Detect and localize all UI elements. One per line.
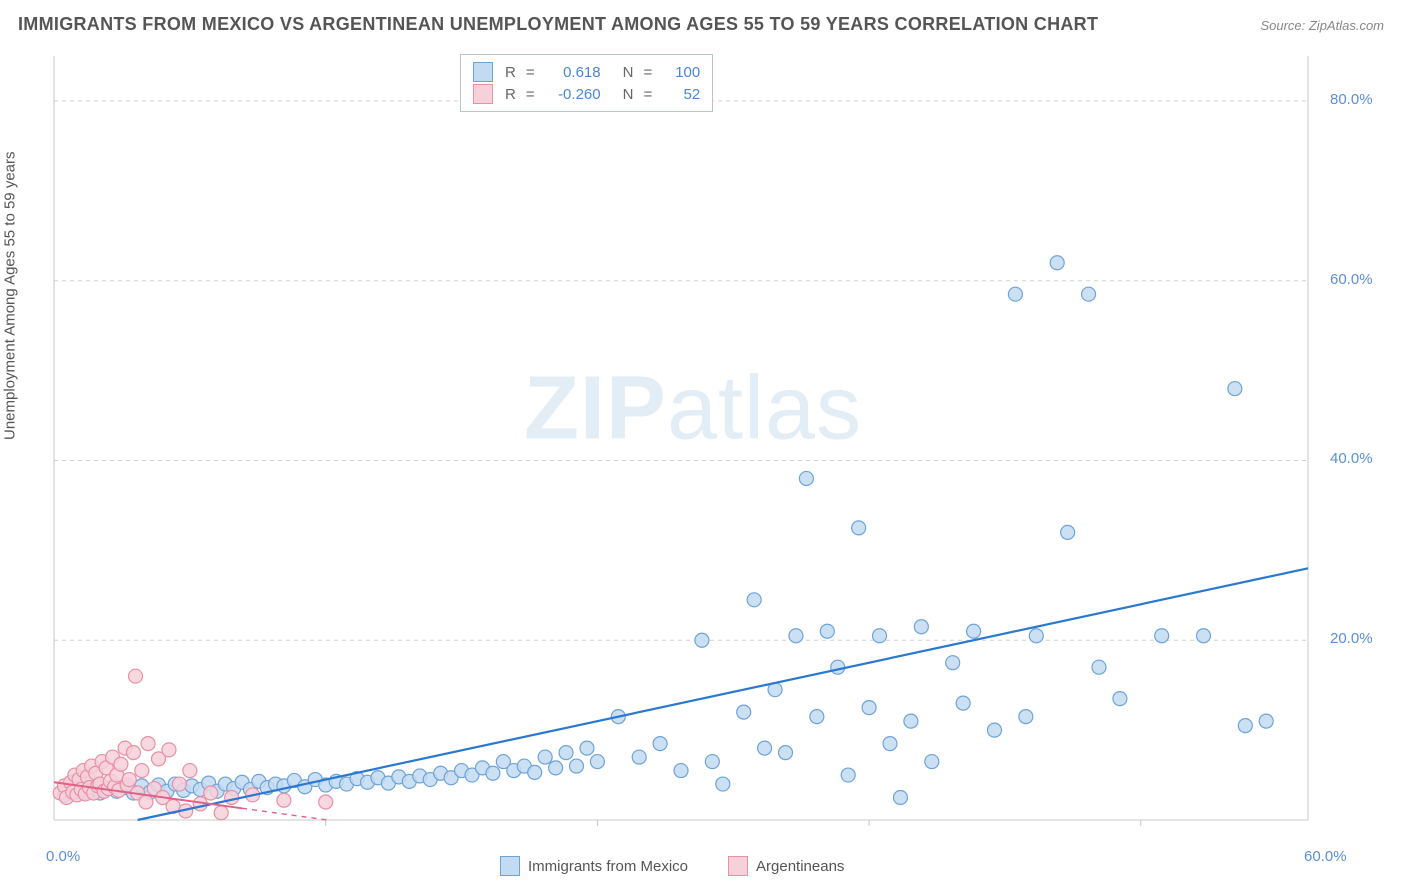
- y-axis-label: Unemployment Among Ages 55 to 59 years: [2, 151, 19, 440]
- legend-N-value: 52: [662, 86, 700, 103]
- legend-correlation-box: R = 0.618 N = 100 R = -0.260 N = 52: [460, 54, 713, 112]
- legend-N-label: N: [623, 86, 634, 103]
- equals-sign: =: [526, 64, 535, 81]
- equals-sign: =: [643, 86, 652, 103]
- legend-swatch: [500, 856, 520, 876]
- scatter-plot: [48, 50, 1338, 830]
- x-tick-label: 60.0%: [1304, 848, 1347, 865]
- legend-R-label: R: [505, 64, 516, 81]
- legend-R-value: 0.618: [545, 64, 601, 81]
- legend-item: Argentineans: [728, 856, 844, 876]
- legend-label: Immigrants from Mexico: [528, 858, 688, 875]
- legend-series: Immigrants from Mexico Argentineans: [500, 856, 844, 876]
- chart-title: IMMIGRANTS FROM MEXICO VS ARGENTINEAN UN…: [18, 14, 1098, 35]
- legend-R-value: -0.260: [545, 86, 601, 103]
- equals-sign: =: [526, 86, 535, 103]
- x-tick-label: 0.0%: [46, 848, 80, 865]
- chart-area: ZIPatlas 20.0%40.0%60.0%80.0%: [48, 50, 1338, 830]
- y-tick-label: 20.0%: [1330, 630, 1373, 647]
- legend-N-value: 100: [662, 64, 700, 81]
- legend-R-label: R: [505, 86, 516, 103]
- legend-swatch: [473, 62, 493, 82]
- equals-sign: =: [643, 64, 652, 81]
- source-label: Source: ZipAtlas.com: [1260, 18, 1384, 33]
- legend-label: Argentineans: [756, 858, 844, 875]
- y-tick-label: 80.0%: [1330, 91, 1373, 108]
- legend-row: R = 0.618 N = 100: [473, 61, 700, 83]
- legend-N-label: N: [623, 64, 634, 81]
- legend-row: R = -0.260 N = 52: [473, 83, 700, 105]
- y-tick-label: 40.0%: [1330, 450, 1373, 467]
- legend-swatch: [728, 856, 748, 876]
- y-tick-label: 60.0%: [1330, 271, 1373, 288]
- legend-item: Immigrants from Mexico: [500, 856, 688, 876]
- legend-swatch: [473, 84, 493, 104]
